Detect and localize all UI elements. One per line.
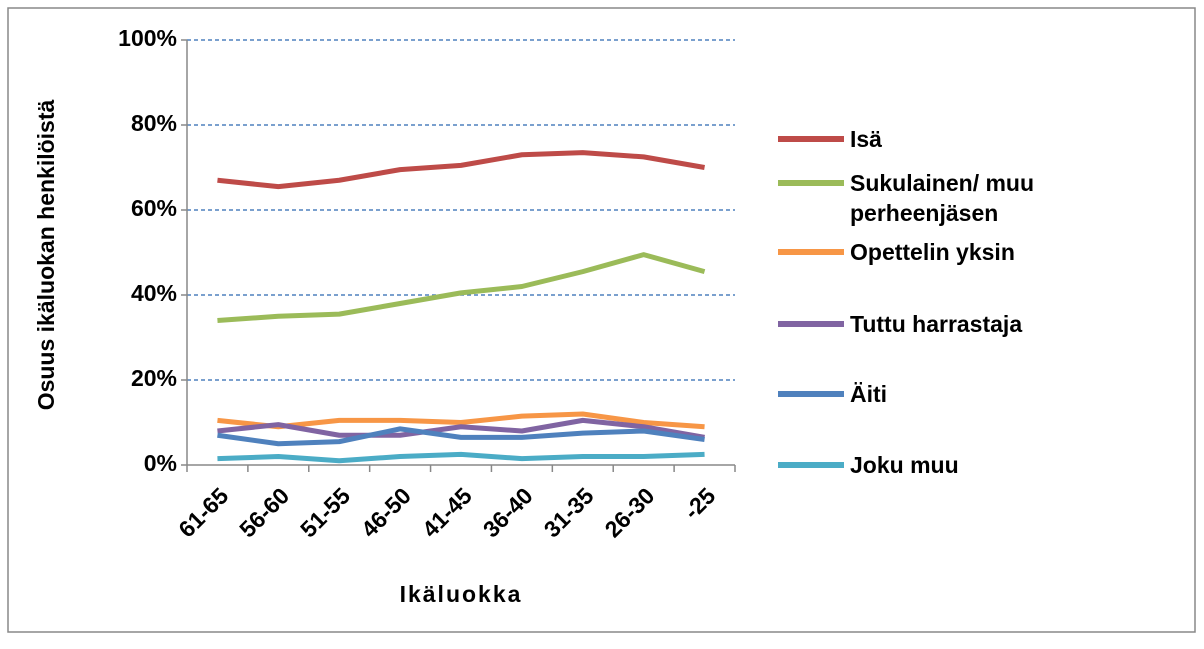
legend-label: Äiti <box>850 381 888 407</box>
x-axis-title: Ikäluokka <box>400 581 523 607</box>
legend-label: Tuttu harrastaja <box>850 311 1023 337</box>
y-tick-label: 80% <box>131 110 177 136</box>
legend-item: Isä <box>778 124 1198 154</box>
series-line <box>217 150 705 190</box>
y-tick-label: 100% <box>118 25 177 51</box>
legend-item: Äiti <box>778 379 1198 409</box>
legend-item: Opettelin yksin <box>778 237 1198 267</box>
series-line <box>217 252 706 323</box>
legend-label: Isä <box>850 126 882 152</box>
legend-swatch <box>778 321 844 327</box>
legend-label: Sukulainen/ muu perheenjäsen <box>850 170 1035 226</box>
legend-item: Joku muu <box>778 450 1198 480</box>
series-line <box>217 426 705 447</box>
legend-swatch <box>778 391 844 397</box>
legend-item: Tuttu harrastaja <box>778 309 1198 339</box>
series-line <box>217 451 705 464</box>
chart-frame <box>7 7 1196 633</box>
legend-label: Joku muu <box>850 452 959 478</box>
y-tick-label: 40% <box>131 280 177 306</box>
y-axis-title: Osuus ikäluokan henkilöistä <box>33 99 59 410</box>
legend-label: Opettelin yksin <box>850 239 1015 265</box>
legend-item: Sukulainen/ muu perheenjäsen <box>778 168 1198 228</box>
series-line <box>217 411 705 430</box>
legend-swatch <box>778 249 844 255</box>
legend-swatch <box>778 180 844 186</box>
y-tick-label: 20% <box>131 365 177 391</box>
y-tick-label: 60% <box>131 195 177 221</box>
y-tick-label: 0% <box>144 450 177 476</box>
series-line <box>217 417 705 440</box>
legend-swatch <box>778 136 844 142</box>
legend-swatch <box>778 462 844 468</box>
